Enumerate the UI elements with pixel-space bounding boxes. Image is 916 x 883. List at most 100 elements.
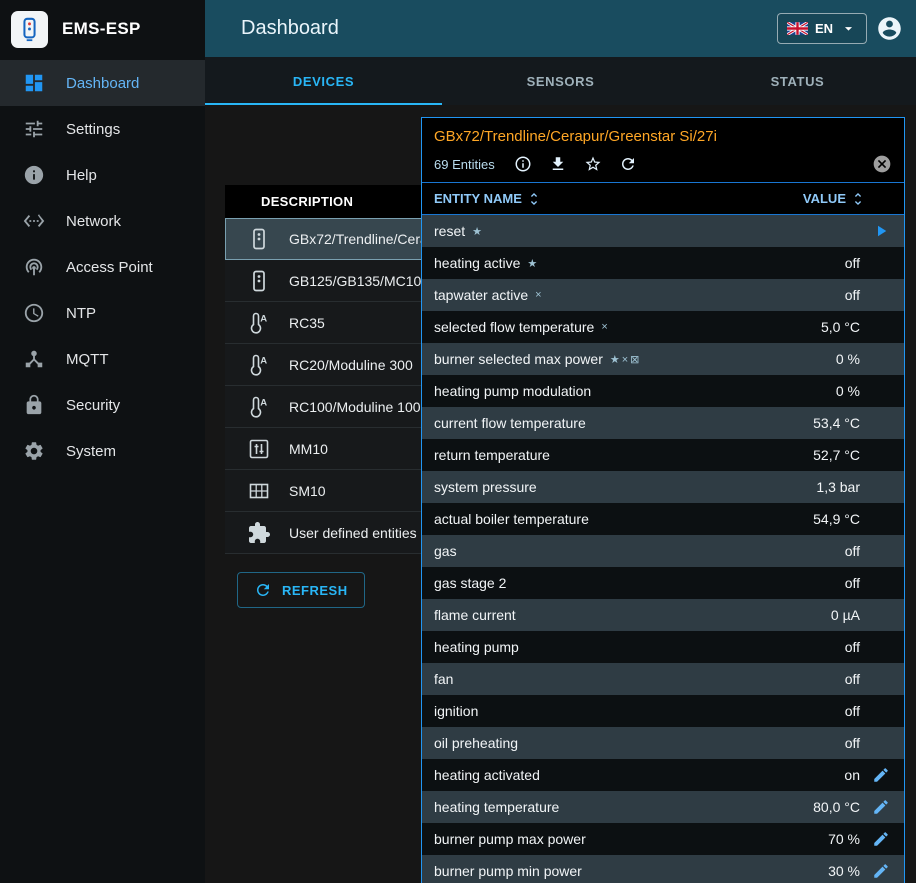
- tab-devices[interactable]: DEVICES: [205, 57, 442, 105]
- sort-by-entity-name[interactable]: ENTITY NAME: [434, 191, 542, 207]
- entity-action-spacer: [870, 542, 892, 560]
- entity-value: 0 %: [835, 383, 860, 399]
- entity-action-spacer: [870, 606, 892, 624]
- entity-action-spacer: [870, 734, 892, 752]
- device-name: RC100/Moduline 1000: [289, 398, 429, 415]
- entity-value: off: [844, 671, 860, 687]
- entity-value: off: [844, 703, 860, 719]
- entity-name: burner pump max power: [434, 831, 586, 847]
- sidebar-item-dashboard[interactable]: Dashboard: [0, 60, 205, 106]
- entity-row: fan off: [422, 663, 904, 695]
- device-name: User defined entities: [289, 524, 417, 541]
- account-icon: [876, 15, 903, 42]
- edit-icon[interactable]: [870, 798, 892, 816]
- entity-name: tapwater active: [434, 287, 529, 303]
- info-icon[interactable]: [514, 155, 532, 173]
- entity-name: gas: [434, 543, 457, 559]
- entity-row: flame current 0 µA: [422, 599, 904, 631]
- entity-name: heating pump: [434, 639, 519, 655]
- sidebar-item-access-point[interactable]: Access Point: [0, 244, 205, 290]
- uk-flag-icon: [786, 22, 808, 35]
- entity-row[interactable]: heating activated on: [422, 759, 904, 791]
- sidebar-item-label: Network: [66, 212, 122, 230]
- entity-name: heating pump modulation: [434, 383, 592, 399]
- entity-table-header: ENTITY NAME VALUE: [422, 182, 904, 215]
- chevron-down-icon: [840, 20, 857, 37]
- entity-name: heating active: [434, 255, 521, 271]
- access-point-icon: [23, 256, 45, 278]
- execute-command-icon[interactable]: [870, 222, 892, 240]
- entity-action-spacer: [870, 702, 892, 720]
- edit-icon[interactable]: [870, 830, 892, 848]
- mixer-icon: [247, 437, 271, 461]
- entity-name: gas stage 2: [434, 575, 507, 591]
- entity-row: burner selected max power ★×⊠ 0 %: [422, 343, 904, 375]
- entity-flag-icons: ★: [527, 257, 540, 270]
- sidebar-item-settings[interactable]: Settings: [0, 106, 205, 152]
- entity-flag-icons: ×: [535, 289, 544, 301]
- sidebar-item-system[interactable]: System: [0, 428, 205, 474]
- device-name: GB125/GB135/MC10: [289, 272, 422, 289]
- entity-value: off: [844, 255, 860, 271]
- sidebar-item-label: Security: [66, 396, 121, 414]
- boiler-icon: [247, 227, 271, 251]
- entity-name: burner selected max power: [434, 351, 603, 367]
- tab-status[interactable]: STATUS: [770, 73, 825, 89]
- device-name: SM10: [289, 482, 326, 499]
- thermostat-icon: A: [247, 311, 271, 335]
- close-icon[interactable]: [872, 154, 892, 174]
- refresh-button[interactable]: REFRESH: [237, 572, 365, 608]
- entity-value: 30 %: [828, 863, 860, 879]
- tab-sensors[interactable]: SENSORS: [526, 73, 595, 89]
- sidebar-item-ntp[interactable]: NTP: [0, 290, 205, 336]
- sidebar-item-label: System: [66, 442, 117, 460]
- device-name: RC35: [289, 314, 325, 331]
- page-title: Dashboard: [241, 17, 339, 39]
- sidebar-menu: Dashboard Settings Help Network Access Point…: [0, 58, 205, 474]
- sidebar-item-network[interactable]: Network: [0, 198, 205, 244]
- dashboard-icon: [23, 72, 45, 94]
- entity-row[interactable]: reset ★: [422, 215, 904, 247]
- entity-value: off: [844, 543, 860, 559]
- sort-icon: [850, 191, 866, 207]
- entity-row[interactable]: burner pump max power 70 %: [422, 823, 904, 855]
- entities-count: 69 Entities: [434, 156, 495, 172]
- entity-value: 1,3 bar: [816, 479, 860, 495]
- entity-row: gas off: [422, 535, 904, 567]
- sidebar-item-help[interactable]: Help: [0, 152, 205, 198]
- svg-text:A: A: [260, 313, 267, 324]
- sort-by-value[interactable]: VALUE: [803, 191, 866, 207]
- clock-icon: [23, 302, 45, 324]
- download-icon[interactable]: [549, 155, 567, 173]
- language-selector[interactable]: EN: [776, 13, 867, 44]
- entity-action-spacer: [870, 670, 892, 688]
- favorites-star-icon[interactable]: [584, 155, 602, 173]
- entity-row: gas stage 2 off: [422, 567, 904, 599]
- reload-icon[interactable]: [619, 155, 637, 173]
- app-logo: [11, 10, 48, 48]
- entity-name: selected flow temperature: [434, 319, 595, 335]
- sidebar-item-label: Access Point: [66, 258, 153, 276]
- entity-action-spacer: [870, 318, 892, 336]
- panel-toolbar: 69 Entities: [422, 145, 904, 182]
- entity-action-spacer: [870, 254, 892, 272]
- device-entities-panel: GBx72/Trendline/Cerapur/Greenstar Si/27i…: [421, 117, 905, 883]
- entity-row: ignition off: [422, 695, 904, 727]
- entity-name-column-label: ENTITY NAME: [434, 191, 522, 206]
- entity-action-spacer: [870, 414, 892, 432]
- edit-icon[interactable]: [870, 766, 892, 784]
- sidebar-item-mqtt[interactable]: MQTT: [0, 336, 205, 382]
- entity-value: 80,0 °C: [813, 799, 860, 815]
- sidebar-item-security[interactable]: Security: [0, 382, 205, 428]
- account-button[interactable]: [876, 15, 903, 42]
- entity-value: on: [844, 767, 860, 783]
- entity-value: off: [844, 639, 860, 655]
- entity-action-spacer: [870, 446, 892, 464]
- entity-row[interactable]: burner pump min power 30 %: [422, 855, 904, 883]
- entity-name: return temperature: [434, 447, 550, 463]
- device-title: GBx72/Trendline/Cerapur/Greenstar Si/27i: [434, 128, 717, 145]
- entity-row: current flow temperature 53,4 °C: [422, 407, 904, 439]
- entity-row[interactable]: heating temperature 80,0 °C: [422, 791, 904, 823]
- edit-icon[interactable]: [870, 862, 892, 880]
- sidebar-item-label: NTP: [66, 304, 96, 322]
